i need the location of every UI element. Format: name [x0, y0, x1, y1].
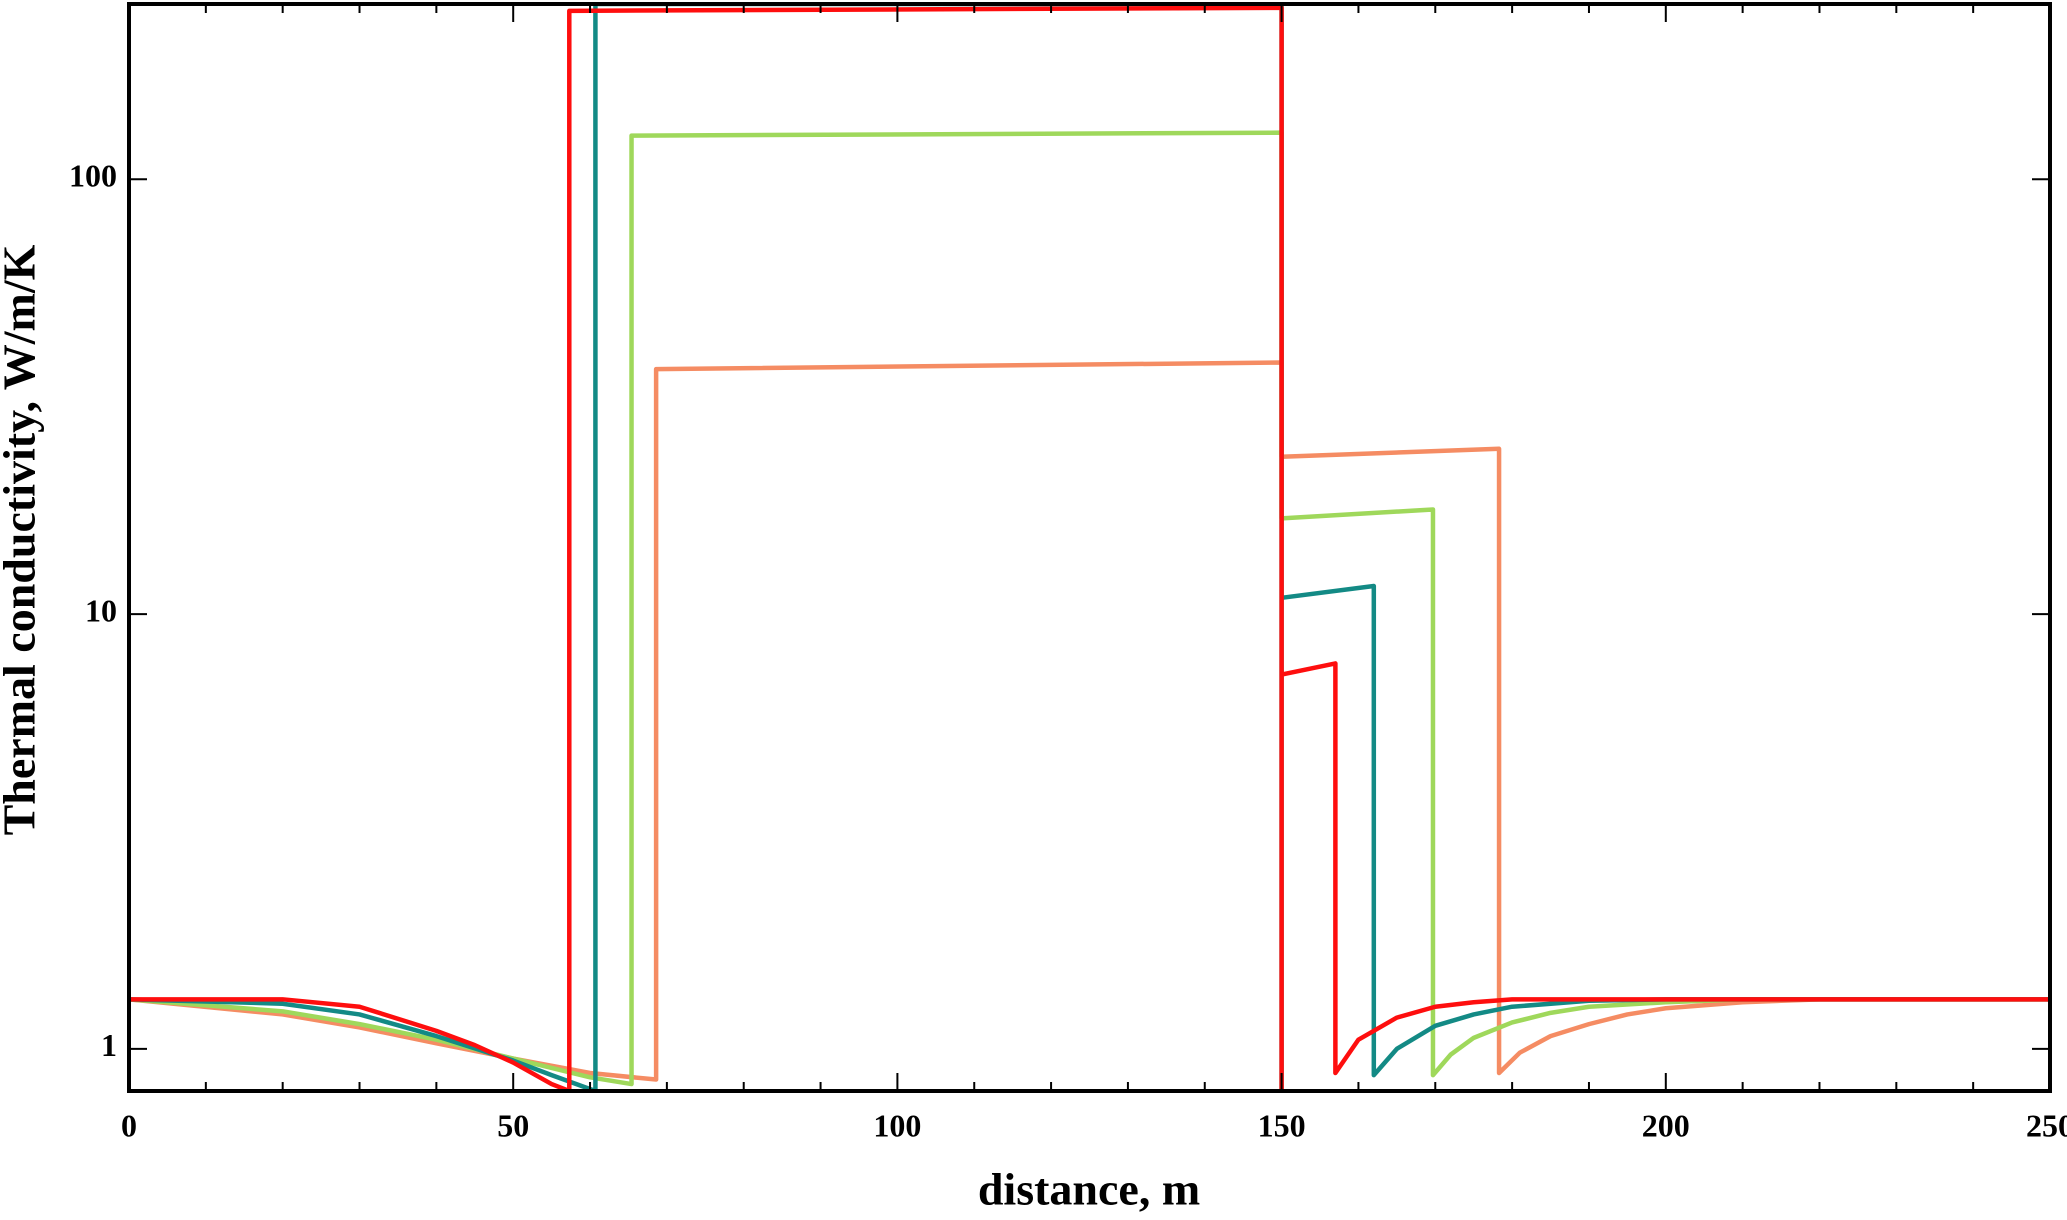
- y-tick-label: 1: [101, 1027, 117, 1063]
- x-tick-label: 150: [1258, 1107, 1306, 1143]
- series-line: [129, 360, 2050, 1082]
- plot-lines: [129, 4, 2050, 1091]
- series-line: [129, 130, 2050, 1087]
- x-tick-label: 200: [1642, 1107, 1690, 1143]
- y-axis-label: Thermal conductivity, W/m/K: [0, 244, 45, 835]
- x-axis-label: distance, m: [978, 1164, 1200, 1215]
- series-line: [129, 4, 2050, 1091]
- y-tick-label: 10: [85, 592, 117, 628]
- series-line: [129, 5, 2050, 1091]
- plot-frame: [127, 2, 2052, 1093]
- x-tick-label: 100: [873, 1107, 921, 1143]
- x-tick-label: 0: [121, 1107, 137, 1143]
- x-tick-label: 250: [2026, 1107, 2067, 1143]
- x-tick-label: 50: [497, 1107, 529, 1143]
- y-tick-label: 100: [69, 158, 117, 194]
